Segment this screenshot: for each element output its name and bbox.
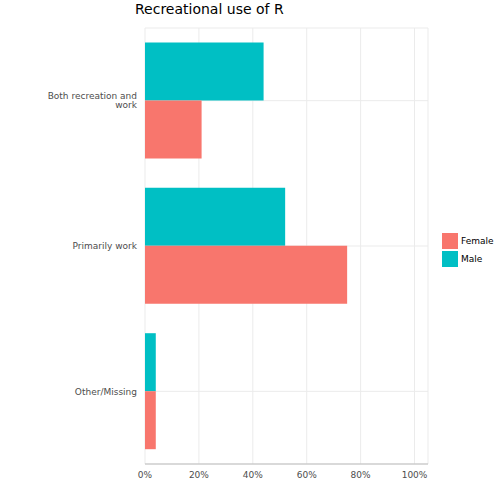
svg-text:20%: 20%: [189, 470, 209, 480]
svg-text:40%: 40%: [243, 470, 263, 480]
svg-text:Both recreation andwork: Both recreation andwork: [48, 91, 138, 110]
html-text:Recreational use of R: Recreational use of R: [135, 1, 284, 17]
html-text:Male: Male: [461, 254, 483, 264]
svg-text:0%: 0%: [138, 470, 153, 480]
svg-text:100%: 100%: [402, 470, 428, 480]
svg-text:60%: 60%: [297, 470, 317, 480]
svg-text:Primarily work: Primarily work: [73, 241, 138, 251]
svg-text:Other/Missing: Other/Missing: [75, 387, 137, 397]
svg-text:80%: 80%: [351, 470, 371, 480]
html-text:Female: Female: [461, 236, 494, 246]
